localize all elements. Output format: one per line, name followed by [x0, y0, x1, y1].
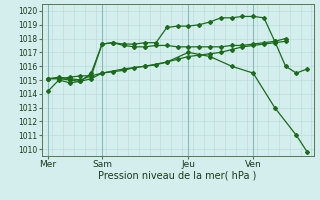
X-axis label: Pression niveau de la mer( hPa ): Pression niveau de la mer( hPa ) — [99, 171, 257, 181]
